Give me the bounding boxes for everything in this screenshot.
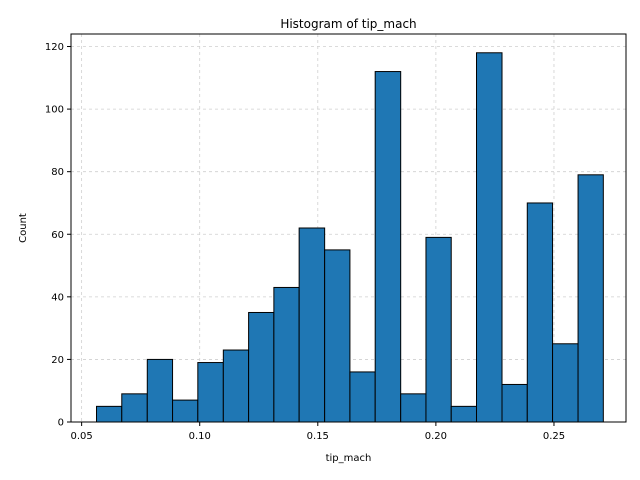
histogram-bar-11 xyxy=(349,371,376,423)
y-tick-label: 20 xyxy=(51,355,64,366)
x-tick-label: 0.10 xyxy=(189,431,211,442)
y-tick-label: 40 xyxy=(51,292,64,303)
bars-layer xyxy=(96,52,604,423)
histogram-bar-3 xyxy=(146,358,174,423)
y-tick-label: 0 xyxy=(58,418,64,429)
histogram-bar-10 xyxy=(324,249,351,423)
y-tick-label: 100 xyxy=(45,105,64,116)
histogram-bar-12 xyxy=(374,71,402,423)
histogram-bar-1 xyxy=(96,405,123,423)
histogram-bar-19 xyxy=(552,343,579,423)
y-tick-label: 80 xyxy=(51,167,64,178)
histogram-bar-2 xyxy=(121,393,148,423)
x-tick-label: 0.15 xyxy=(307,431,329,442)
plot-frame xyxy=(70,33,627,423)
x-tick-label: 0.05 xyxy=(70,431,92,442)
y-axis-ticks: 0 20 40 60 80 100 120 xyxy=(45,42,71,429)
histogram-bar-14 xyxy=(425,236,452,423)
histogram-bar-5 xyxy=(197,362,224,423)
y-tick-label: 60 xyxy=(51,230,64,241)
histogram-bar-6 xyxy=(222,349,250,423)
chart-title: Histogram of tip_mach xyxy=(280,17,416,31)
x-axis-label: tip_mach xyxy=(326,453,372,464)
histogram-bar-18 xyxy=(526,202,554,423)
y-axis-label: Count xyxy=(18,213,29,243)
histogram-bar-9 xyxy=(298,227,326,423)
x-axis-ticks: 0.05 0.10 0.15 0.20 0.25 xyxy=(70,422,565,442)
x-tick-label: 0.25 xyxy=(543,431,565,442)
y-tick-label: 120 xyxy=(45,42,64,53)
histogram-bar-17 xyxy=(501,383,528,423)
x-tick-label: 0.20 xyxy=(425,431,447,442)
histogram-bar-8 xyxy=(273,286,300,423)
histogram-bar-7 xyxy=(248,311,275,423)
histogram-bar-4 xyxy=(172,399,199,423)
histogram-bar-15 xyxy=(450,405,478,423)
histogram-bar-20 xyxy=(577,174,604,423)
histogram-bar-13 xyxy=(400,393,427,423)
histogram-bar-16 xyxy=(476,52,503,423)
